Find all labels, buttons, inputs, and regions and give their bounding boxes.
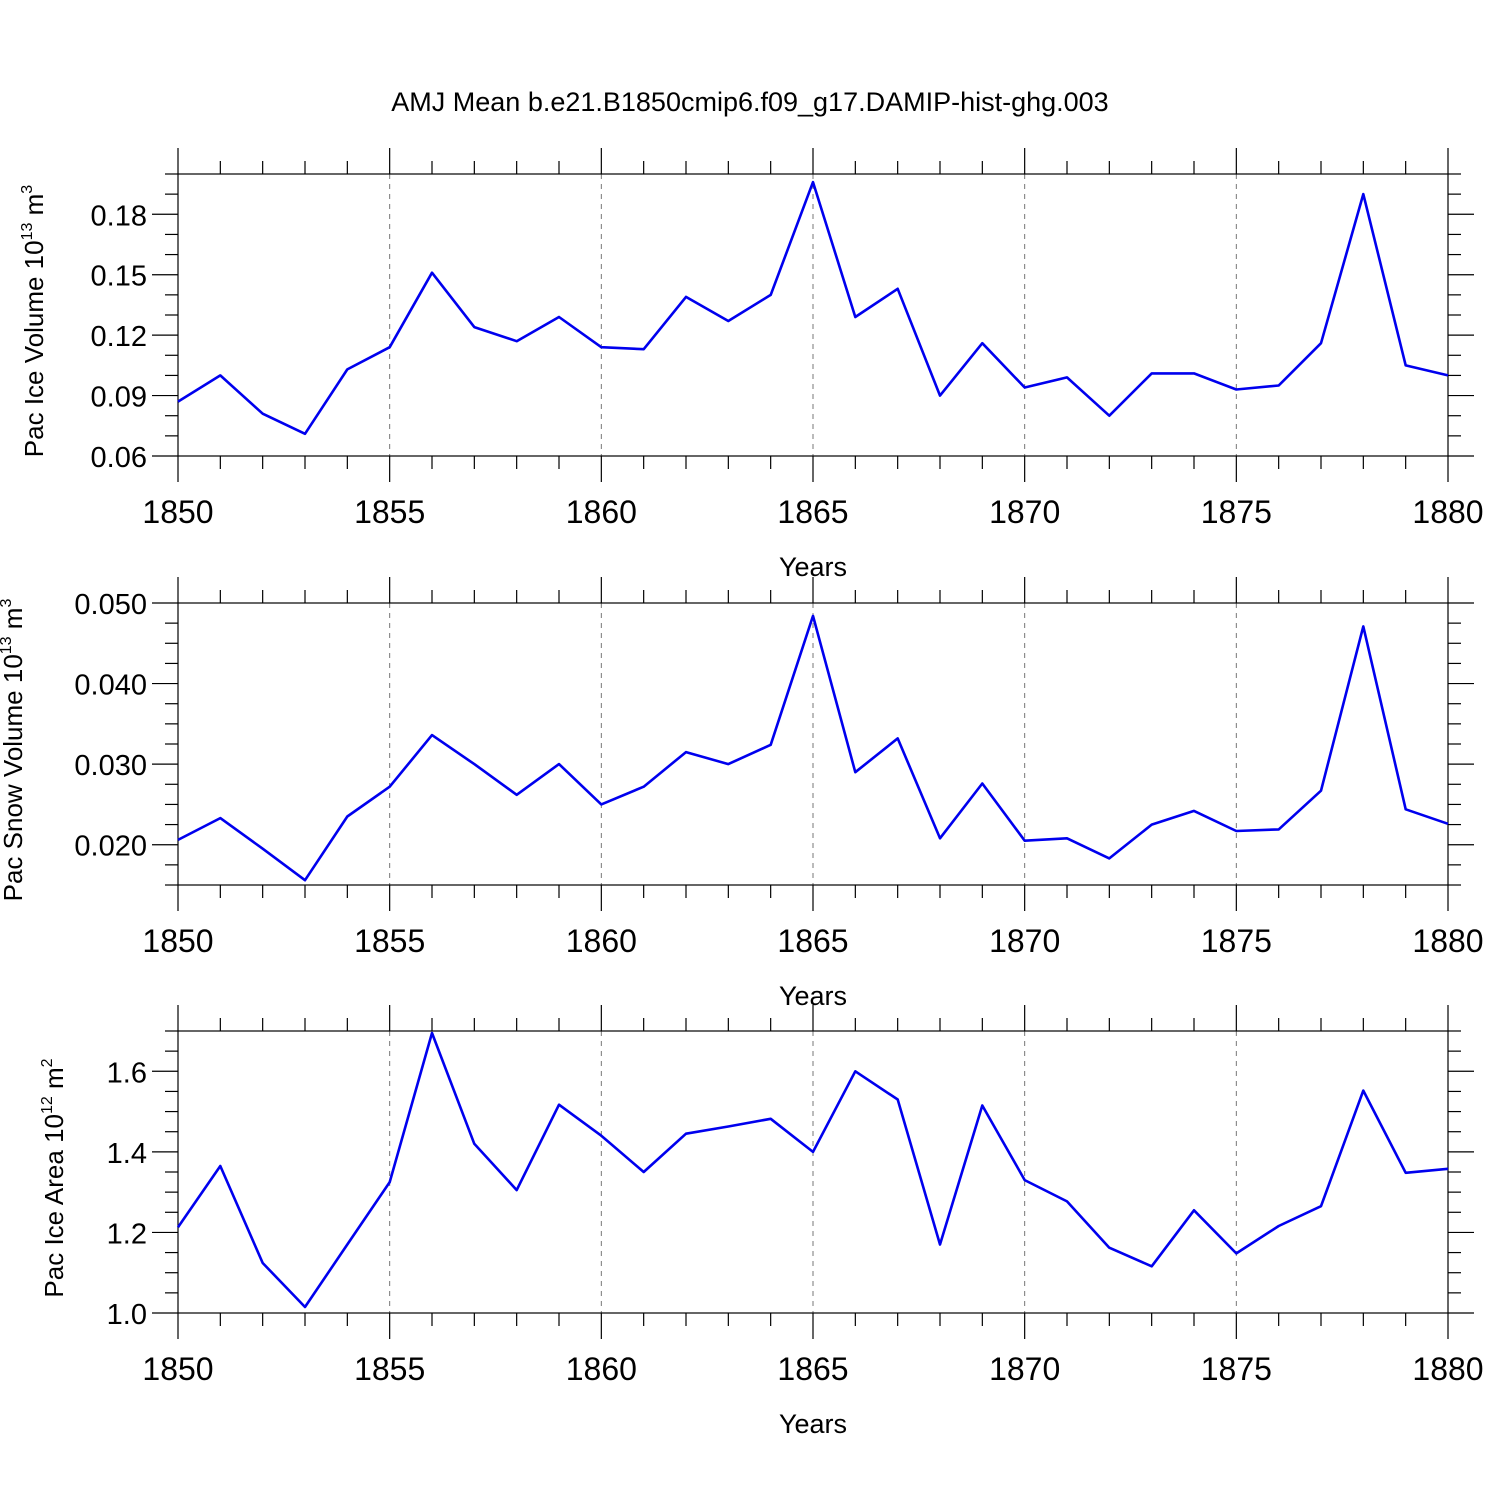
x-tick-label: 1870 <box>989 494 1060 530</box>
y-axis-label-superscript: 13 <box>0 636 15 654</box>
panel-3: 1850 1855 1860 1865 1870 1875 1880 Years 1.0 1.2 1… <box>39 1005 1484 1439</box>
x-tick-label: 1860 <box>566 494 637 530</box>
y-tick-label: 1.6 <box>107 1057 147 1089</box>
x-tick-label: 1855 <box>354 1351 425 1387</box>
y-axis-label: Pac Ice Area 1012 m2 <box>39 1058 69 1297</box>
y-axis-label-superscript: 3 <box>0 599 15 608</box>
y-tick-label: 0.12 <box>91 321 147 353</box>
y-tick-label: 1.2 <box>107 1218 147 1250</box>
y-axis-label-superscript: 12 <box>39 1096 56 1114</box>
x-tick-label: 1865 <box>777 494 848 530</box>
x-tick-label: 1860 <box>566 923 637 959</box>
x-tick-label: 1870 <box>989 923 1060 959</box>
y-axis-label-text: m <box>39 1067 69 1096</box>
series-line <box>176 1031 1449 1309</box>
y-axis-label-text: Pac Ice Volume 10 <box>19 240 49 457</box>
x-tick-label: 1860 <box>566 1351 637 1387</box>
x-tick-label: 1875 <box>1201 494 1272 530</box>
y-axis-label-superscript: 13 <box>19 222 36 240</box>
x-tick-label: 1850 <box>142 494 213 530</box>
x-tick-label: 1850 <box>142 1351 213 1387</box>
y-axis-label-superscript: 2 <box>39 1058 56 1067</box>
y-axis-label-superscript: 3 <box>19 185 36 194</box>
y-axis-label-text: m <box>0 608 28 637</box>
panels: 1850 1855 1860 1865 1870 1875 1880 Years 0.06 0.0… <box>0 148 1484 1439</box>
y-tick-label: 1.4 <box>107 1138 147 1170</box>
y-axis-label-text: m <box>19 194 49 223</box>
y-tick-label: 0.06 <box>91 442 147 474</box>
y-tick-label: 1.0 <box>107 1299 147 1331</box>
y-tick-label: 0.15 <box>91 261 147 293</box>
panel-2: 1850 1855 1860 1865 1870 1875 1880Years0.0200.… <box>0 577 1484 1011</box>
x-tick-label: 1880 <box>1412 923 1483 959</box>
y-axis-label: Pac Snow Volume 1013 m3 <box>0 599 28 902</box>
x-tick-label: 1870 <box>989 1351 1060 1387</box>
series-line <box>177 180 1449 436</box>
y-axis-label-text: Pac Ice Area 10 <box>39 1114 69 1298</box>
x-tick-label: 1850 <box>142 923 213 959</box>
x-tick-label: 1855 <box>354 494 425 530</box>
y-tick-label: 0.18 <box>91 200 147 232</box>
x-tick-label: 1880 <box>1412 1351 1483 1387</box>
y-tick-label: 0.09 <box>91 382 147 414</box>
y-tick-label: 0.040 <box>74 670 147 702</box>
panel-1: 1850 1855 1860 1865 1870 1875 1880Years0.060.0… <box>19 148 1484 582</box>
x-tick-label: 1865 <box>777 1351 848 1387</box>
x-tick-label: 1875 <box>1201 923 1272 959</box>
figure-title: AMJ Mean b.e21.B1850cmip6.f09_g17.DAMIP-… <box>391 87 1108 117</box>
series-line <box>177 614 1449 882</box>
x-tick-label: 1880 <box>1412 494 1483 530</box>
y-tick-label: 0.050 <box>74 589 147 621</box>
y-tick-label: 0.030 <box>74 750 147 782</box>
x-tick-label: 1865 <box>777 923 848 959</box>
x-tick-label: 1855 <box>354 923 425 959</box>
y-axis-label-text: Pac Snow Volume 10 <box>0 654 28 901</box>
x-tick-label: 1875 <box>1201 1351 1272 1387</box>
y-axis-label: Pac Ice Volume 1013 m3 <box>19 185 49 458</box>
x-axis-label: Years <box>779 1409 847 1439</box>
y-tick-label: 0.020 <box>74 831 147 863</box>
